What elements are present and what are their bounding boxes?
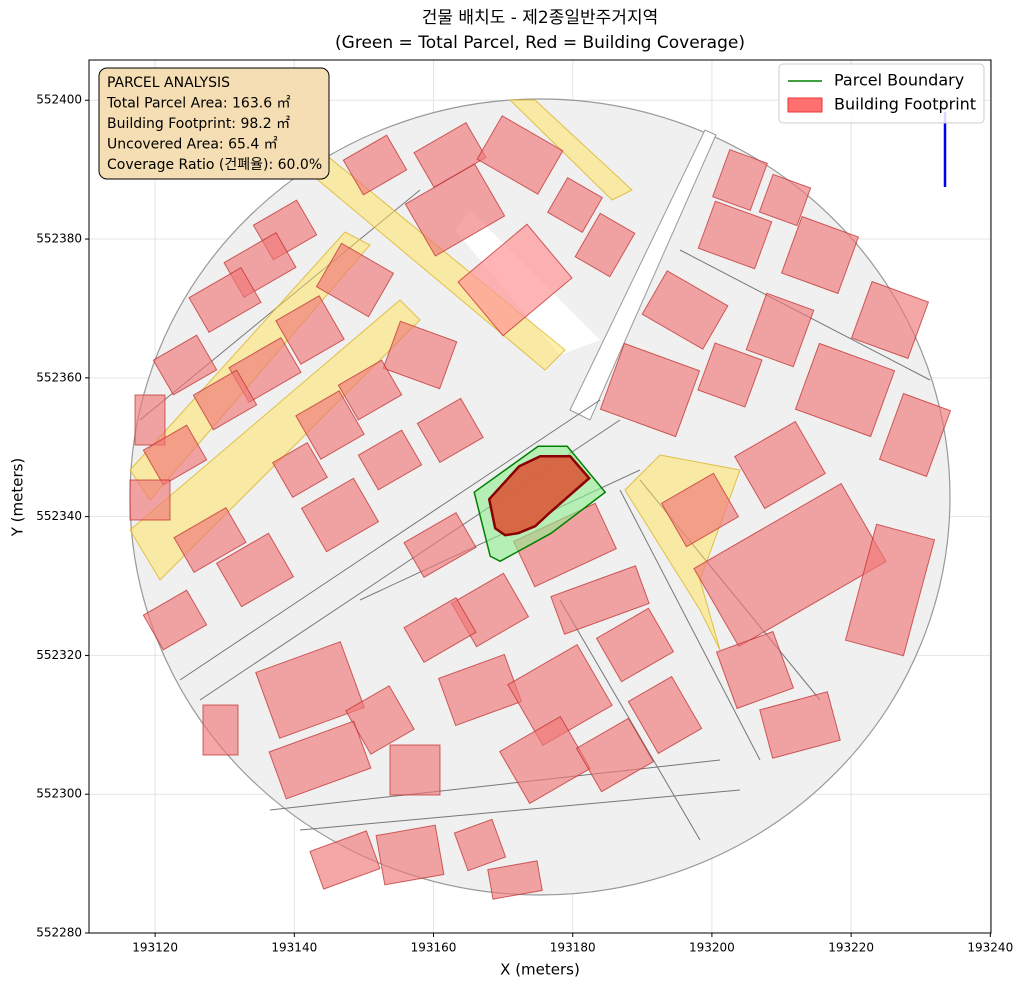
plot-frame	[88, 59, 992, 934]
y-tick-label: 552320	[36, 648, 82, 662]
x-tick-label: 193240	[967, 941, 1013, 955]
annotation-line: Uncovered Area: 65.4 ㎡	[107, 137, 278, 153]
x-tick-label: 193220	[828, 941, 874, 955]
legend-label: Building Footprint	[834, 95, 976, 114]
y-axis-label: Y (meters)	[9, 458, 27, 538]
y-tick-label: 552360	[36, 370, 82, 384]
legend-label: Parcel Boundary	[834, 71, 964, 90]
y-tick-label: 552300	[36, 787, 82, 801]
chart-subtitle: (Green = Total Parcel, Red = Building Co…	[335, 33, 745, 53]
legend: Parcel Boundary Building Footprint	[787, 71, 976, 114]
annotation-line: Total Parcel Area: 163.6 ㎡	[106, 96, 291, 112]
y-tick-label: 552400	[36, 93, 82, 107]
x-tick-label: 193120	[132, 941, 178, 955]
y-tick-label: 552340	[36, 509, 82, 523]
target-parcel	[473, 445, 607, 563]
legend-swatch	[787, 97, 823, 113]
background-map	[129, 98, 952, 900]
chart-title: 건물 배치도 - 제2종일반주거지역	[422, 8, 658, 28]
buildings	[129, 115, 952, 900]
x-tick-label: 193200	[689, 941, 735, 955]
y-tick-label: 552280	[36, 926, 82, 940]
x-tick-label: 193180	[550, 941, 596, 955]
road-gap	[569, 129, 717, 421]
annotation-line: Coverage Ratio (건폐율): 60.0%	[107, 157, 322, 173]
x-tick-label: 193160	[411, 941, 457, 955]
x-axis-label: X (meters)	[500, 961, 580, 979]
annotation: PARCEL ANALYSIS Total Parcel Area: 163.6 …	[106, 75, 322, 173]
y-tick-label: 552380	[36, 232, 82, 246]
annotation-line: PARCEL ANALYSIS	[107, 75, 230, 91]
building-footprint	[487, 455, 591, 537]
legend-box	[778, 63, 985, 124]
annotation-line: Building Footprint: 98.2 ㎡	[107, 116, 290, 132]
x-tick-label: 193140	[271, 941, 317, 955]
annotation-box	[98, 67, 330, 180]
